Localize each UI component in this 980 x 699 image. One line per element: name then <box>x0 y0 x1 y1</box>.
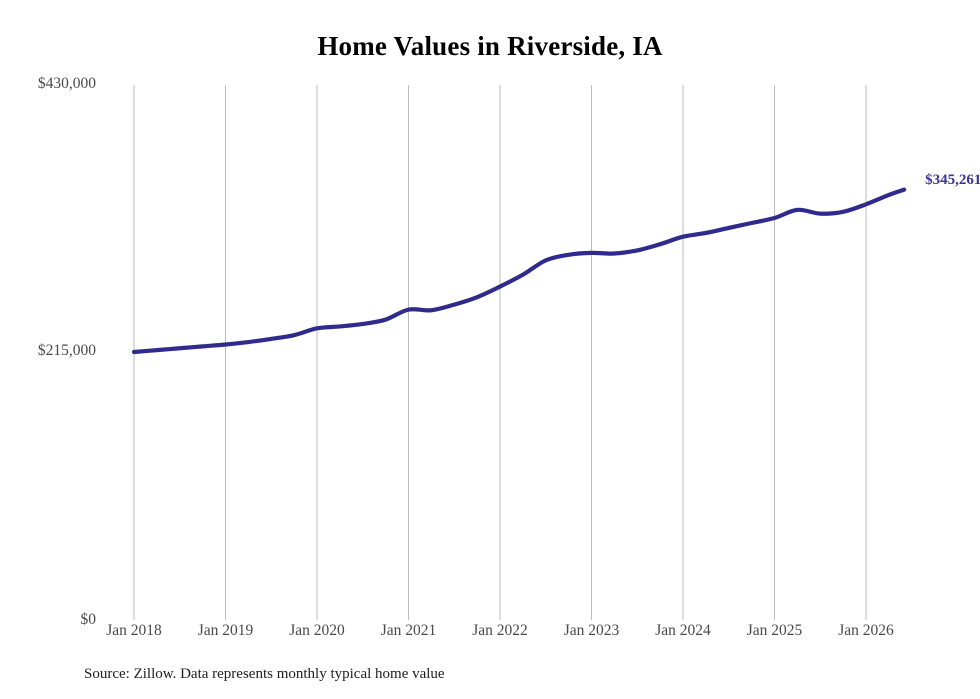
x-axis-tick-jan-2022: Jan 2022 <box>472 622 528 639</box>
x-axis-tick-jan-2026: Jan 2026 <box>838 622 894 639</box>
x-axis-tick-jan-2024: Jan 2024 <box>655 622 711 639</box>
x-axis-tick-jan-2019: Jan 2019 <box>197 622 254 639</box>
x-axis-tick-jan-2025: Jan 2025 <box>746 622 803 639</box>
chart-title: Home Values in Riverside, IA <box>317 31 663 61</box>
x-axis-tick-jan-2018: Jan 2018 <box>106 622 162 639</box>
source-note: Source: Zillow. Data represents monthly … <box>84 666 445 682</box>
x-axis-tick-jan-2023: Jan 2023 <box>563 622 620 639</box>
y-axis-tick-max: $430,000 <box>37 75 96 92</box>
y-axis-tick-mid: $215,000 <box>37 342 96 359</box>
y-axis-tick-zero: $0 <box>80 611 97 628</box>
end-value-label: $345,261 <box>925 171 980 188</box>
x-axis-tick-jan-2020: Jan 2020 <box>289 622 345 639</box>
series-line-typical-home-value <box>131 187 907 355</box>
x-gridlines <box>133 85 867 620</box>
x-axis-tick-jan-2021: Jan 2021 <box>380 622 437 639</box>
